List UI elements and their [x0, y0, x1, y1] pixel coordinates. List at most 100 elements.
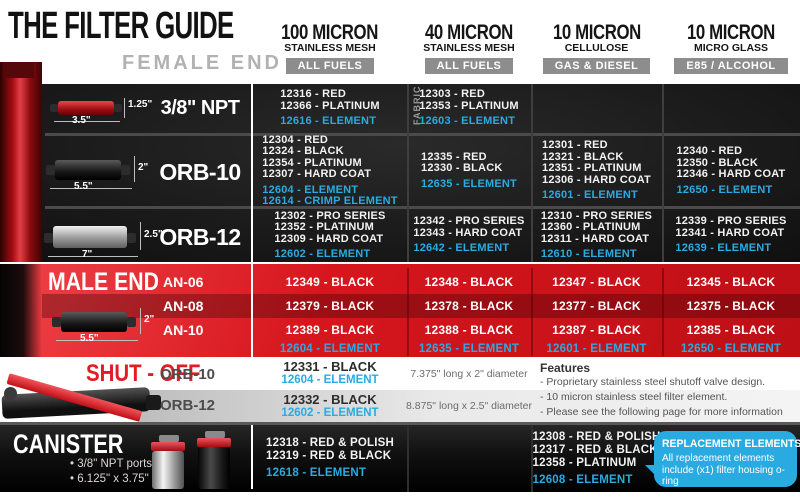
canister-bracket — [159, 435, 179, 442]
cell-canister-cellulose: 12308 - RED & POLISH 12317 - RED & BLACK 1… — [531, 425, 662, 492]
column-media-label: STAINLESS MESH — [423, 42, 515, 54]
cell-orb10-micro-glass: 12340 - RED 12350 - BLACK 12346 - HARD COA… — [662, 136, 800, 206]
label-column-separator — [251, 84, 253, 357]
fabric-vertical-note: FABRIC — [412, 85, 422, 126]
column-separator — [531, 268, 533, 356]
callout-body: All replacement elements include (x1) fi… — [662, 453, 785, 487]
cell-orb12-40micron: 12342 - PRO SERIES 12343 - HARD COAT 1264… — [407, 209, 531, 262]
male-end-section-label: MALE END — [48, 268, 159, 296]
diameter-dimension: 2" — [138, 162, 149, 173]
fuel-badge: ALL FUELS — [424, 58, 514, 74]
cell-npt-100micron: 12316 - RED 12366 - PLATINUM 12616 - ELEM… — [253, 84, 407, 133]
length-dimension: 5.5" — [74, 181, 93, 192]
cell-shutoff-orb12-size: 8.875" long x 2.5" diameter — [406, 390, 532, 422]
part-number-group: 12301 - RED 12321 - BLACK 12351 - PLATINUM… — [542, 140, 651, 202]
diameter-dimension: 2" — [144, 314, 155, 325]
orb12-row-stripe — [138, 390, 800, 422]
canister-body — [152, 451, 184, 489]
part-number-group: 12339 - PRO SERIES 12341 - HARD COAT 1263… — [675, 216, 786, 255]
filter-end-fitting — [121, 165, 130, 175]
cell-an10-40micron: 12388 - BLACK — [424, 323, 514, 337]
canister-body — [198, 447, 230, 489]
filter-end-fitting — [127, 233, 136, 243]
part-number-list: 12304 - RED 12324 - BLACK 12354 - PLATINUM… — [262, 133, 372, 180]
an08-row-stripe — [42, 294, 800, 318]
row-label-an10: AN-10 — [163, 322, 204, 338]
column-micron-label: 10 MICRON — [552, 21, 641, 44]
part-number-list: 12303 - RED 12353 - PLATINUM — [419, 88, 519, 112]
shutoff-section: SHUT - OFF ORB-10 ORB-12 12331 - BLACK 1… — [0, 357, 800, 422]
filter-end-fitting — [52, 317, 61, 327]
column-separator — [531, 425, 533, 492]
element-cell-40micron: 12635 - ELEMENT — [418, 343, 520, 355]
part-number-group: 12316 - RED 12366 - PLATINUM 12616 - ELEM… — [280, 89, 380, 128]
element-number: 12604 - ELEMENT — [281, 374, 379, 386]
part-number-group: 12342 - PRO SERIES 12343 - HARD COAT 1264… — [413, 216, 524, 255]
length-dimension: 7" — [82, 249, 93, 260]
part-number-group: 12302 - PRO SERIES 12352 - PLATINUM 12309 … — [274, 209, 386, 261]
filter-end-fitting — [127, 317, 136, 327]
dimension-line — [140, 222, 141, 250]
dimension-line — [48, 256, 138, 257]
cell-orb12-cellulose: 12310 - PRO SERIES 12360 - PLATINUM 12311 … — [531, 209, 662, 262]
row-label-an06: AN-06 — [163, 274, 204, 290]
features-heading: Features — [540, 361, 591, 375]
column-micron-label: 100 MICRON — [281, 21, 379, 44]
filter-body-black — [61, 312, 127, 332]
part-number-group: 12335 - RED 12330 - BLACK 12635 - ELEMENT — [421, 151, 517, 191]
cell-an06-micro-glass: 12345 - BLACK — [686, 275, 776, 289]
column-separator — [407, 268, 409, 356]
cell-orb10-100micron: 12304 - RED 12324 - BLACK 12354 - PLATINUM… — [253, 133, 407, 208]
filter-body-silver — [53, 226, 127, 248]
cell-an06-cellulose: 12347 - BLACK — [552, 275, 641, 289]
part-number-list: 12318 - RED & POLISH 12319 - RED & BLACK — [266, 437, 394, 462]
column-header-10-micron-cellulose: 10 MICRON CELLULOSE GAS & DIESEL — [531, 21, 662, 74]
dimension-line — [50, 188, 132, 189]
cell-orb10-cellulose: 12301 - RED 12321 - BLACK 12351 - PLATINUM… — [531, 136, 662, 206]
female-end-table: 1.25" 3.5" 3/8" NPT 12316 - RED 12366 - P… — [0, 84, 800, 262]
cell-an08-100micron: 12379 - BLACK — [285, 299, 375, 313]
length-dimension: 5.5" — [80, 333, 99, 344]
shutoff-valve-product-photo — [1, 373, 167, 422]
part-number-list: 12339 - PRO SERIES 12341 - HARD COAT — [675, 215, 787, 239]
orb10-filter-diagram: 2" 5.5" — [46, 148, 156, 192]
filter-end-fitting — [44, 233, 53, 243]
cell-an08-cellulose: 12377 - BLACK — [552, 299, 641, 313]
length-dimension: 3.5" — [72, 115, 91, 126]
fuel-badge: E85 / ALCOHOL — [674, 58, 788, 74]
column-media-label: CELLULOSE — [564, 42, 629, 54]
part-number-group: 12304 - RED 12324 - BLACK 12354 - PLATINUM… — [262, 133, 397, 208]
page-title: THE FILTER GUIDE — [8, 5, 234, 47]
element-number-list: 12639 - ELEMENT — [675, 242, 772, 255]
column-separator — [662, 84, 664, 262]
element-number-list: 12650 - ELEMENT — [676, 183, 773, 196]
part-number: 12332 - BLACK — [283, 391, 377, 407]
canister-bracket — [205, 431, 225, 438]
column-separator — [407, 84, 409, 262]
row-label-npt: 3/8" NPT — [160, 97, 240, 119]
part-number-list: 12316 - RED 12366 - PLATINUM — [280, 88, 380, 112]
replacement-elements-callout: REPLACEMENT ELEMENTS All replacement ele… — [645, 431, 800, 487]
npt-filter-diagram: 1.25" 3.5" — [50, 92, 153, 126]
diameter-dimension: 1.25" — [128, 99, 153, 110]
filter-body-red — [58, 101, 114, 115]
canister-section: CANISTER • 3/8" NPT ports. • 6.125" x 3.7… — [0, 422, 800, 492]
column-separator — [531, 84, 533, 262]
element-cell-cellulose: 12601 - ELEMENT — [546, 343, 647, 355]
dimension-line — [140, 308, 141, 334]
filter-body-black — [55, 160, 121, 180]
element-number-list: 12635 - ELEMENT — [421, 177, 517, 190]
row-label-shutoff-orb12: ORB-12 — [160, 397, 216, 414]
part-number-list: 12302 - PRO SERIES 12352 - PLATINUM 12309 … — [274, 209, 386, 245]
valve-end-fitting — [146, 395, 161, 410]
female-end-section-label: FEMALE END — [122, 52, 282, 74]
row-label-shutoff-orb10: ORB-10 — [160, 366, 216, 383]
row-separator — [45, 206, 800, 209]
row-label-an08: AN-08 — [163, 298, 204, 314]
features-block: Features - Proprietary stainless steel s… — [540, 361, 796, 420]
cell-shutoff-orb10-part: 12331 - BLACK 12604 - ELEMENT — [253, 357, 407, 390]
dimension-line — [56, 340, 138, 341]
part-number-group: 12310 - PRO SERIES 12360 - PLATINUM 12311 … — [541, 210, 652, 261]
shutoff-section-label: SHUT - OFF — [86, 360, 201, 387]
dimension-line — [124, 98, 125, 118]
